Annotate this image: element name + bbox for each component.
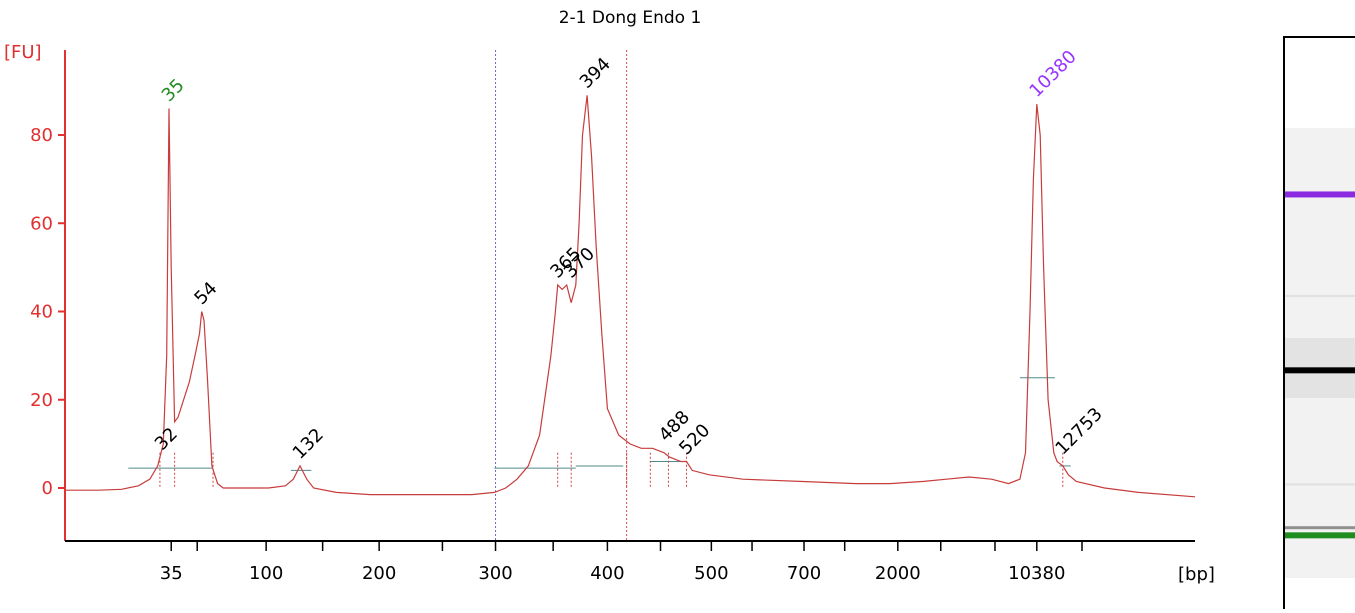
gel-faint-band	[1285, 526, 1355, 530]
x-tick-label: 500	[694, 563, 728, 584]
peak-label: 12753	[1051, 404, 1106, 459]
gel-band	[1285, 191, 1355, 198]
x-tick-label: 300	[478, 563, 512, 584]
gel-faint-band	[1285, 294, 1355, 297]
peak-label: 10380	[1025, 46, 1080, 101]
x-tick-label: 10380	[1008, 563, 1065, 584]
gel-lane-image	[1285, 128, 1355, 578]
trace-line	[65, 95, 1196, 498]
peak-label: 32	[151, 424, 182, 455]
y-tick-label: 20	[30, 390, 53, 411]
peak-label: 54	[190, 278, 221, 309]
chart-title: 2-1 Dong Endo 1	[558, 8, 702, 28]
x-tick-label: 35	[160, 563, 183, 584]
y-tick-label: 80	[30, 125, 53, 146]
y-tick-label: 60	[30, 213, 53, 234]
gel-lane	[1283, 36, 1355, 609]
y-tick-label: 0	[42, 478, 53, 499]
peak-label: 35	[158, 75, 189, 106]
gel-band	[1285, 367, 1355, 374]
y-tick-label: 40	[30, 302, 53, 323]
x-tick-label: 700	[787, 563, 821, 584]
x-tick-label: 400	[590, 563, 624, 584]
x-tick-label: 100	[249, 563, 283, 584]
x-axis-label: [bp]	[1178, 564, 1215, 585]
peak-label: 132	[289, 424, 328, 463]
x-tick-label: 200	[362, 563, 396, 584]
x-tick-label: 2000	[875, 563, 921, 584]
gel-band	[1285, 532, 1355, 539]
y-axis-label: [FU]	[4, 42, 42, 63]
peak-label: 394	[576, 54, 615, 93]
gel-faint-band	[1285, 483, 1355, 486]
electropherogram-plot: 0 20 40 60 80 [FU] [bp] 35 100 200 300 400 500 700 200…	[4, 42, 1215, 585]
